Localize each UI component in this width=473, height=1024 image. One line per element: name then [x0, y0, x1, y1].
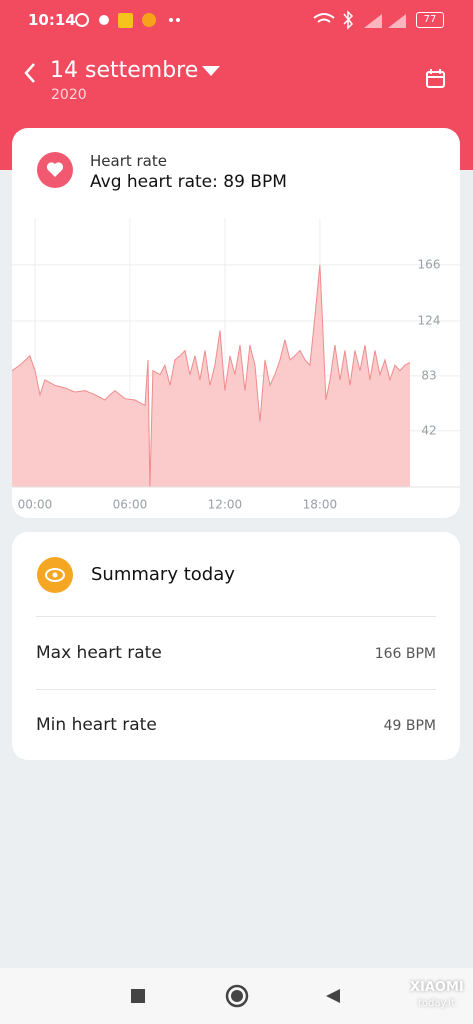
date[interactable]: 14 settembre — [50, 58, 199, 83]
row-label: Max heart rate — [36, 643, 162, 663]
summary-title: Summary today — [91, 564, 235, 585]
heart-rate-area — [12, 264, 410, 487]
watermark-site: today.it — [418, 998, 455, 1009]
x-tick-label: 12:00 — [208, 498, 243, 512]
watermark-brand: XIAOMI — [410, 980, 464, 995]
y-tick-label: 124 — [418, 314, 441, 328]
summary-card — [12, 532, 460, 760]
row-value: 49 BPM — [383, 718, 436, 734]
status-time: 10:14 — [28, 11, 76, 29]
divider — [36, 616, 436, 617]
row-label: Min heart rate — [36, 715, 157, 735]
y-tick-label: 166 — [418, 257, 441, 271]
back-button[interactable] — [20, 60, 40, 86]
row-value: 166 BPM — [374, 646, 436, 662]
status-icons — [75, 13, 180, 28]
divider — [36, 689, 436, 690]
nav-buttons[interactable] — [120, 980, 360, 1012]
x-tick-label: 06:00 — [113, 498, 148, 512]
battery: 77 — [416, 12, 444, 28]
heart-rate-line — [12, 264, 411, 488]
y-tick-label: 42 — [421, 423, 436, 437]
dropdown-arrow[interactable] — [202, 66, 220, 78]
eye-icon — [37, 557, 73, 593]
y-tick-label: 83 — [421, 368, 436, 382]
heart-rate-chart: 42 83 124 166 00:00 06:00 12:00 18:00 — [12, 218, 460, 512]
card-title: Heart rate — [90, 152, 167, 170]
average: Avg heart rate: 89 BPM — [90, 172, 287, 192]
x-tick-label: 18:00 — [303, 498, 338, 512]
calendar-button[interactable] — [425, 68, 447, 90]
heart-icon — [37, 152, 73, 188]
x-tick-label: 00:00 — [18, 498, 53, 512]
signal-icons — [313, 10, 406, 30]
year: 2020 — [51, 87, 87, 103]
